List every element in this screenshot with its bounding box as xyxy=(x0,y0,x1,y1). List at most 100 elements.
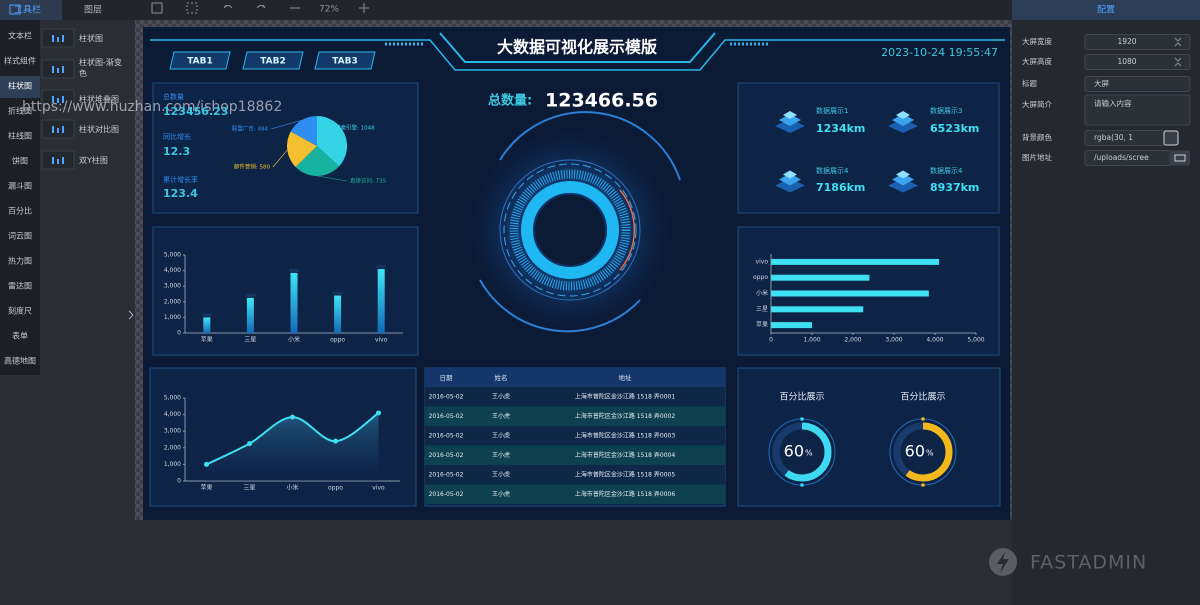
category-item[interactable]: 柱线图 xyxy=(8,131,32,141)
x-tick-label: 三星 xyxy=(243,485,255,492)
color-picker[interactable] xyxy=(1163,130,1179,146)
bar xyxy=(334,295,342,333)
icon-bar xyxy=(52,126,54,133)
tab-button[interactable] xyxy=(242,51,304,70)
component-label[interactable]: 柱状对比图 xyxy=(79,117,127,143)
ring-circle xyxy=(499,159,641,301)
component-label[interactable]: 双Y柱图 xyxy=(79,148,127,174)
bar-cap xyxy=(332,291,343,295)
card-icon xyxy=(892,114,914,126)
category-item[interactable]: 样式组件 xyxy=(4,56,36,66)
config-value[interactable]: 大屏 xyxy=(1094,78,1110,88)
tab-label[interactable]: TAB2 xyxy=(260,57,286,67)
y-tick-label: 0 xyxy=(177,478,181,485)
stat-label: 同比增长 xyxy=(163,132,191,141)
category-item[interactable]: 高德地图 xyxy=(4,356,36,366)
table-header-bg xyxy=(425,368,725,387)
zoom-in-icon[interactable] xyxy=(359,3,369,13)
config-value[interactable]: 1080 xyxy=(1117,57,1136,66)
component-label[interactable]: 柱状图 xyxy=(79,26,127,52)
total-value: 123466.56 xyxy=(545,90,658,112)
spinner[interactable] xyxy=(1174,57,1182,67)
ring-core xyxy=(521,181,619,279)
config-input[interactable] xyxy=(1084,34,1191,50)
gauge-title: 百分比展示 xyxy=(779,391,824,403)
y-tick-label: 4,000 xyxy=(164,267,181,274)
category-item[interactable]: 柱状图 xyxy=(8,81,32,91)
config-input[interactable] xyxy=(1084,54,1191,70)
gauge-dot xyxy=(921,483,925,487)
undo-icon[interactable] xyxy=(223,4,233,9)
pie-leader xyxy=(272,149,288,168)
config-label: 图片地址 xyxy=(1022,152,1052,162)
x-tick-label: 3,000 xyxy=(885,337,902,344)
line-point xyxy=(376,410,381,416)
y-tick-label: 1,000 xyxy=(164,461,181,468)
category-item[interactable]: 热力图 xyxy=(8,256,32,266)
category-item[interactable]: 表单 xyxy=(12,331,28,341)
header-decor xyxy=(150,32,1005,71)
category-item[interactable]: 饼图 xyxy=(12,156,28,166)
table-cell: 上海市普陀区金沙江路 1518 弄0002 xyxy=(575,412,676,420)
table-cell: 2016-05-02 xyxy=(429,452,464,459)
card-icon xyxy=(892,173,914,186)
category-item[interactable]: 漏斗图 xyxy=(8,181,32,191)
config-input[interactable] xyxy=(1084,94,1191,126)
collapse-chevron[interactable] xyxy=(128,310,134,320)
ring-ticks xyxy=(509,169,631,291)
icon-bar xyxy=(62,96,64,103)
category-item[interactable]: 折线图 xyxy=(8,106,32,116)
config-value[interactable]: rgba(30, 1 xyxy=(1094,133,1133,142)
icon-bar xyxy=(62,126,64,133)
table-cell: 王小虎 xyxy=(492,471,510,479)
component-label-text[interactable]: 柱状堆叠图 xyxy=(79,95,119,104)
component-label-text[interactable]: 柱状图 xyxy=(79,34,103,43)
table-cell: 上海市普陀区金沙江路 1518 弄0001 xyxy=(575,393,676,401)
category-item[interactable]: 雷达图 xyxy=(8,281,32,291)
bar xyxy=(771,258,940,265)
table-cell: 王小虎 xyxy=(492,412,510,420)
component-label[interactable]: 柱状堆叠图 xyxy=(79,87,127,113)
icon-bar xyxy=(52,66,54,73)
card-value: 1234km xyxy=(816,122,865,135)
tab[interactable]: 工具栏 xyxy=(14,4,41,16)
folder-button[interactable] xyxy=(1170,150,1190,166)
brand-bolt xyxy=(997,552,1009,573)
category-item[interactable]: 文本栏 xyxy=(8,31,32,41)
icon-bar xyxy=(62,157,64,164)
config-value[interactable]: 请输入内容 xyxy=(1094,98,1132,108)
y-tick-label: vivo xyxy=(756,258,769,265)
tab-button[interactable] xyxy=(314,51,376,70)
component-label-text[interactable]: 柱状对比图 xyxy=(79,125,119,134)
line-area xyxy=(206,412,379,481)
pie-label: 搜索引擎: 1048 xyxy=(335,124,375,132)
config-value[interactable]: 1920 xyxy=(1117,37,1136,46)
config-input[interactable] xyxy=(1084,76,1191,92)
category-item[interactable]: 百分比 xyxy=(8,206,32,216)
fit-icon[interactable] xyxy=(186,2,198,14)
tab-label[interactable]: TAB3 xyxy=(332,57,358,67)
component-label-text[interactable]: 双Y柱图 xyxy=(79,156,108,165)
category-item[interactable]: 刻度尺 xyxy=(8,306,32,316)
tab-label[interactable]: TAB1 xyxy=(187,57,213,67)
config-title: 配置 xyxy=(1097,5,1115,16)
component-label-text[interactable]: 柱状图-渐变色 xyxy=(79,58,122,78)
config-value[interactable]: /uploads/scree xyxy=(1094,153,1149,162)
y-tick-label: 0 xyxy=(177,330,181,337)
redo-icon[interactable] xyxy=(256,4,266,9)
bar-cap xyxy=(245,293,256,297)
gauge-value: 60 xyxy=(784,442,804,461)
card-label: 数据展示4 xyxy=(930,166,963,175)
save-icon[interactable] xyxy=(151,2,163,14)
spinner[interactable] xyxy=(1174,37,1182,47)
tab[interactable]: 图层 xyxy=(84,5,102,16)
component-label[interactable]: 柱状图-渐变色 xyxy=(79,57,127,83)
bar-cap xyxy=(201,313,212,317)
tab-button[interactable] xyxy=(169,51,231,70)
x-tick-label: 苹果 xyxy=(201,336,213,344)
card-icon xyxy=(779,114,801,126)
table-cell: 王小虎 xyxy=(492,432,510,440)
x-tick-label: 5,000 xyxy=(967,337,984,344)
x-tick-label: 0 xyxy=(769,337,773,344)
category-item[interactable]: 词云图 xyxy=(8,232,32,241)
